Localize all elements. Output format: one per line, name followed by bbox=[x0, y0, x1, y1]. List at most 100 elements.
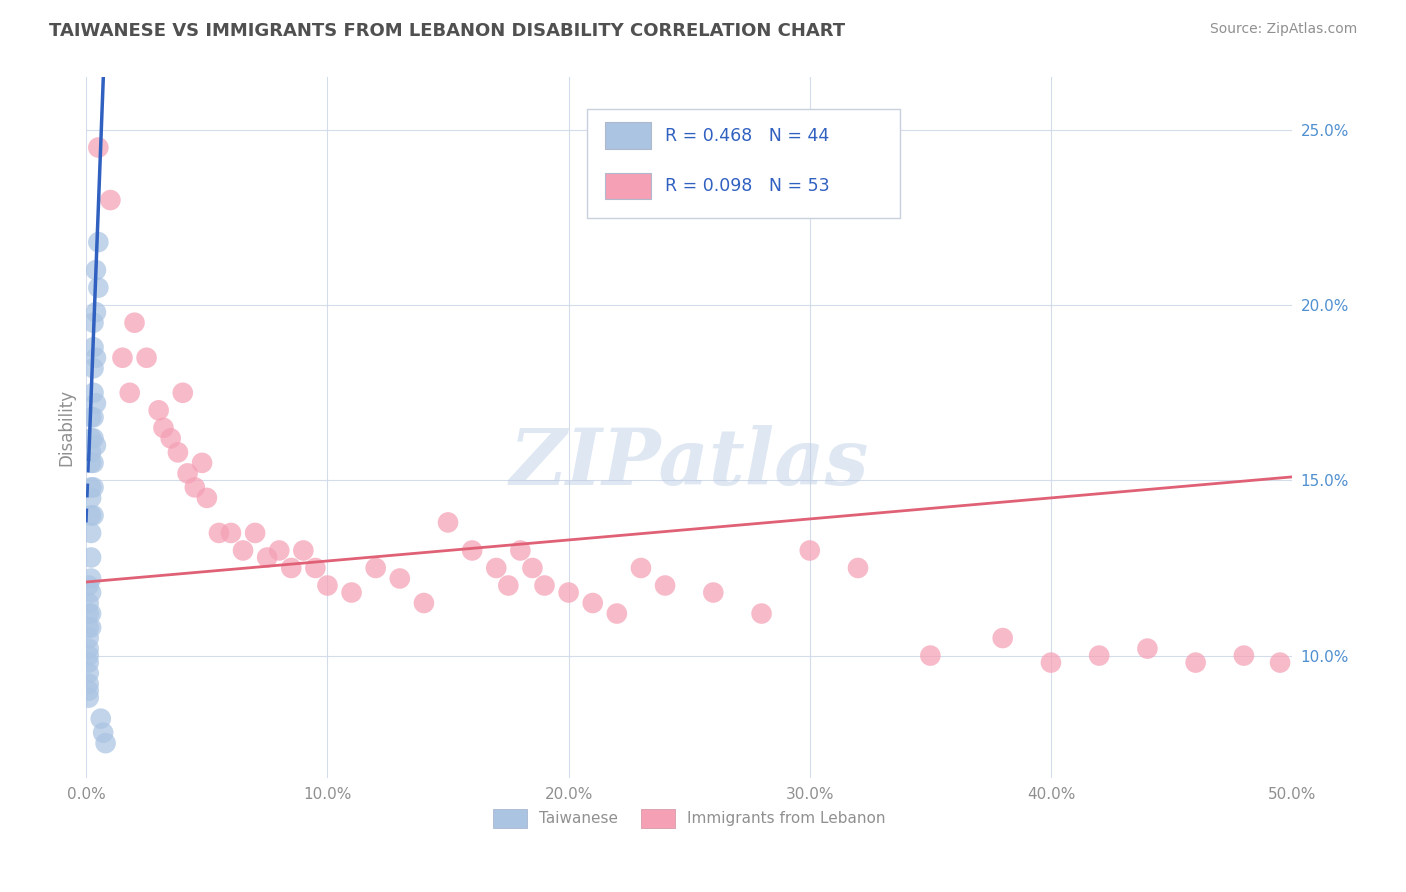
FancyBboxPatch shape bbox=[586, 109, 900, 218]
Point bbox=[292, 543, 315, 558]
Point bbox=[77, 607, 100, 621]
Point bbox=[1039, 656, 1062, 670]
Point bbox=[80, 431, 103, 445]
Point bbox=[77, 676, 100, 690]
Text: Source: ZipAtlas.com: Source: ZipAtlas.com bbox=[1209, 22, 1357, 37]
Point bbox=[522, 561, 544, 575]
FancyBboxPatch shape bbox=[605, 122, 651, 149]
Point bbox=[799, 543, 821, 558]
Point bbox=[80, 572, 103, 586]
Point bbox=[191, 456, 214, 470]
Point bbox=[148, 403, 170, 417]
Legend: Taiwanese, Immigrants from Lebanon: Taiwanese, Immigrants from Lebanon bbox=[486, 803, 891, 834]
Point bbox=[232, 543, 254, 558]
Point bbox=[83, 431, 105, 445]
Point bbox=[606, 607, 628, 621]
Point bbox=[118, 385, 141, 400]
Point bbox=[87, 140, 110, 154]
Point bbox=[80, 456, 103, 470]
Point bbox=[83, 316, 105, 330]
Point bbox=[304, 561, 326, 575]
Point bbox=[167, 445, 190, 459]
Point bbox=[991, 631, 1014, 645]
Point bbox=[80, 621, 103, 635]
Point bbox=[702, 585, 724, 599]
Point bbox=[83, 480, 105, 494]
Text: R = 0.098   N = 53: R = 0.098 N = 53 bbox=[665, 177, 830, 195]
Point bbox=[83, 508, 105, 523]
Point bbox=[83, 456, 105, 470]
Point bbox=[80, 445, 103, 459]
Point bbox=[219, 525, 242, 540]
Point bbox=[77, 621, 100, 635]
Point bbox=[630, 561, 652, 575]
Point bbox=[83, 410, 105, 425]
Point bbox=[461, 543, 484, 558]
Point bbox=[83, 385, 105, 400]
Point bbox=[920, 648, 942, 663]
Point bbox=[557, 585, 579, 599]
Point bbox=[195, 491, 218, 505]
Point bbox=[509, 543, 531, 558]
Point bbox=[77, 656, 100, 670]
Point bbox=[1136, 641, 1159, 656]
Point bbox=[80, 525, 103, 540]
Point bbox=[77, 690, 100, 705]
Point bbox=[111, 351, 134, 365]
Point bbox=[77, 596, 100, 610]
Point bbox=[340, 585, 363, 599]
Point bbox=[77, 578, 100, 592]
Point bbox=[84, 351, 107, 365]
Y-axis label: Disability: Disability bbox=[58, 389, 75, 467]
Point bbox=[80, 585, 103, 599]
Point bbox=[1268, 656, 1291, 670]
Point bbox=[437, 516, 460, 530]
Point bbox=[208, 525, 231, 540]
Point bbox=[269, 543, 291, 558]
Point bbox=[413, 596, 436, 610]
Point bbox=[582, 596, 605, 610]
Point bbox=[364, 561, 387, 575]
Point bbox=[77, 683, 100, 698]
Point bbox=[80, 508, 103, 523]
Text: R = 0.468   N = 44: R = 0.468 N = 44 bbox=[665, 127, 830, 145]
Point bbox=[84, 263, 107, 277]
Point bbox=[243, 525, 266, 540]
Point bbox=[533, 578, 555, 592]
Point bbox=[80, 607, 103, 621]
Point bbox=[135, 351, 157, 365]
Point bbox=[90, 712, 112, 726]
Point bbox=[84, 438, 107, 452]
Point bbox=[94, 736, 117, 750]
Point bbox=[77, 641, 100, 656]
Point bbox=[87, 235, 110, 249]
Point bbox=[256, 550, 278, 565]
Text: ZIPatlas: ZIPatlas bbox=[509, 425, 869, 501]
Point bbox=[1184, 656, 1206, 670]
Point bbox=[388, 572, 411, 586]
Point bbox=[1088, 648, 1111, 663]
Text: TAIWANESE VS IMMIGRANTS FROM LEBANON DISABILITY CORRELATION CHART: TAIWANESE VS IMMIGRANTS FROM LEBANON DIS… bbox=[49, 22, 845, 40]
Point bbox=[176, 467, 198, 481]
FancyBboxPatch shape bbox=[605, 173, 651, 200]
Point bbox=[124, 316, 146, 330]
Point bbox=[83, 361, 105, 376]
Point bbox=[152, 421, 174, 435]
Point bbox=[84, 396, 107, 410]
Point bbox=[80, 550, 103, 565]
Point bbox=[91, 725, 114, 739]
Point bbox=[184, 480, 207, 494]
Point bbox=[485, 561, 508, 575]
Point bbox=[87, 281, 110, 295]
Point bbox=[83, 340, 105, 354]
Point bbox=[846, 561, 869, 575]
Point bbox=[498, 578, 520, 592]
Point bbox=[654, 578, 676, 592]
Point bbox=[80, 410, 103, 425]
Point bbox=[77, 631, 100, 645]
Point bbox=[280, 561, 302, 575]
Point bbox=[751, 607, 773, 621]
Point bbox=[100, 193, 122, 207]
Point bbox=[84, 305, 107, 319]
Point bbox=[80, 491, 103, 505]
